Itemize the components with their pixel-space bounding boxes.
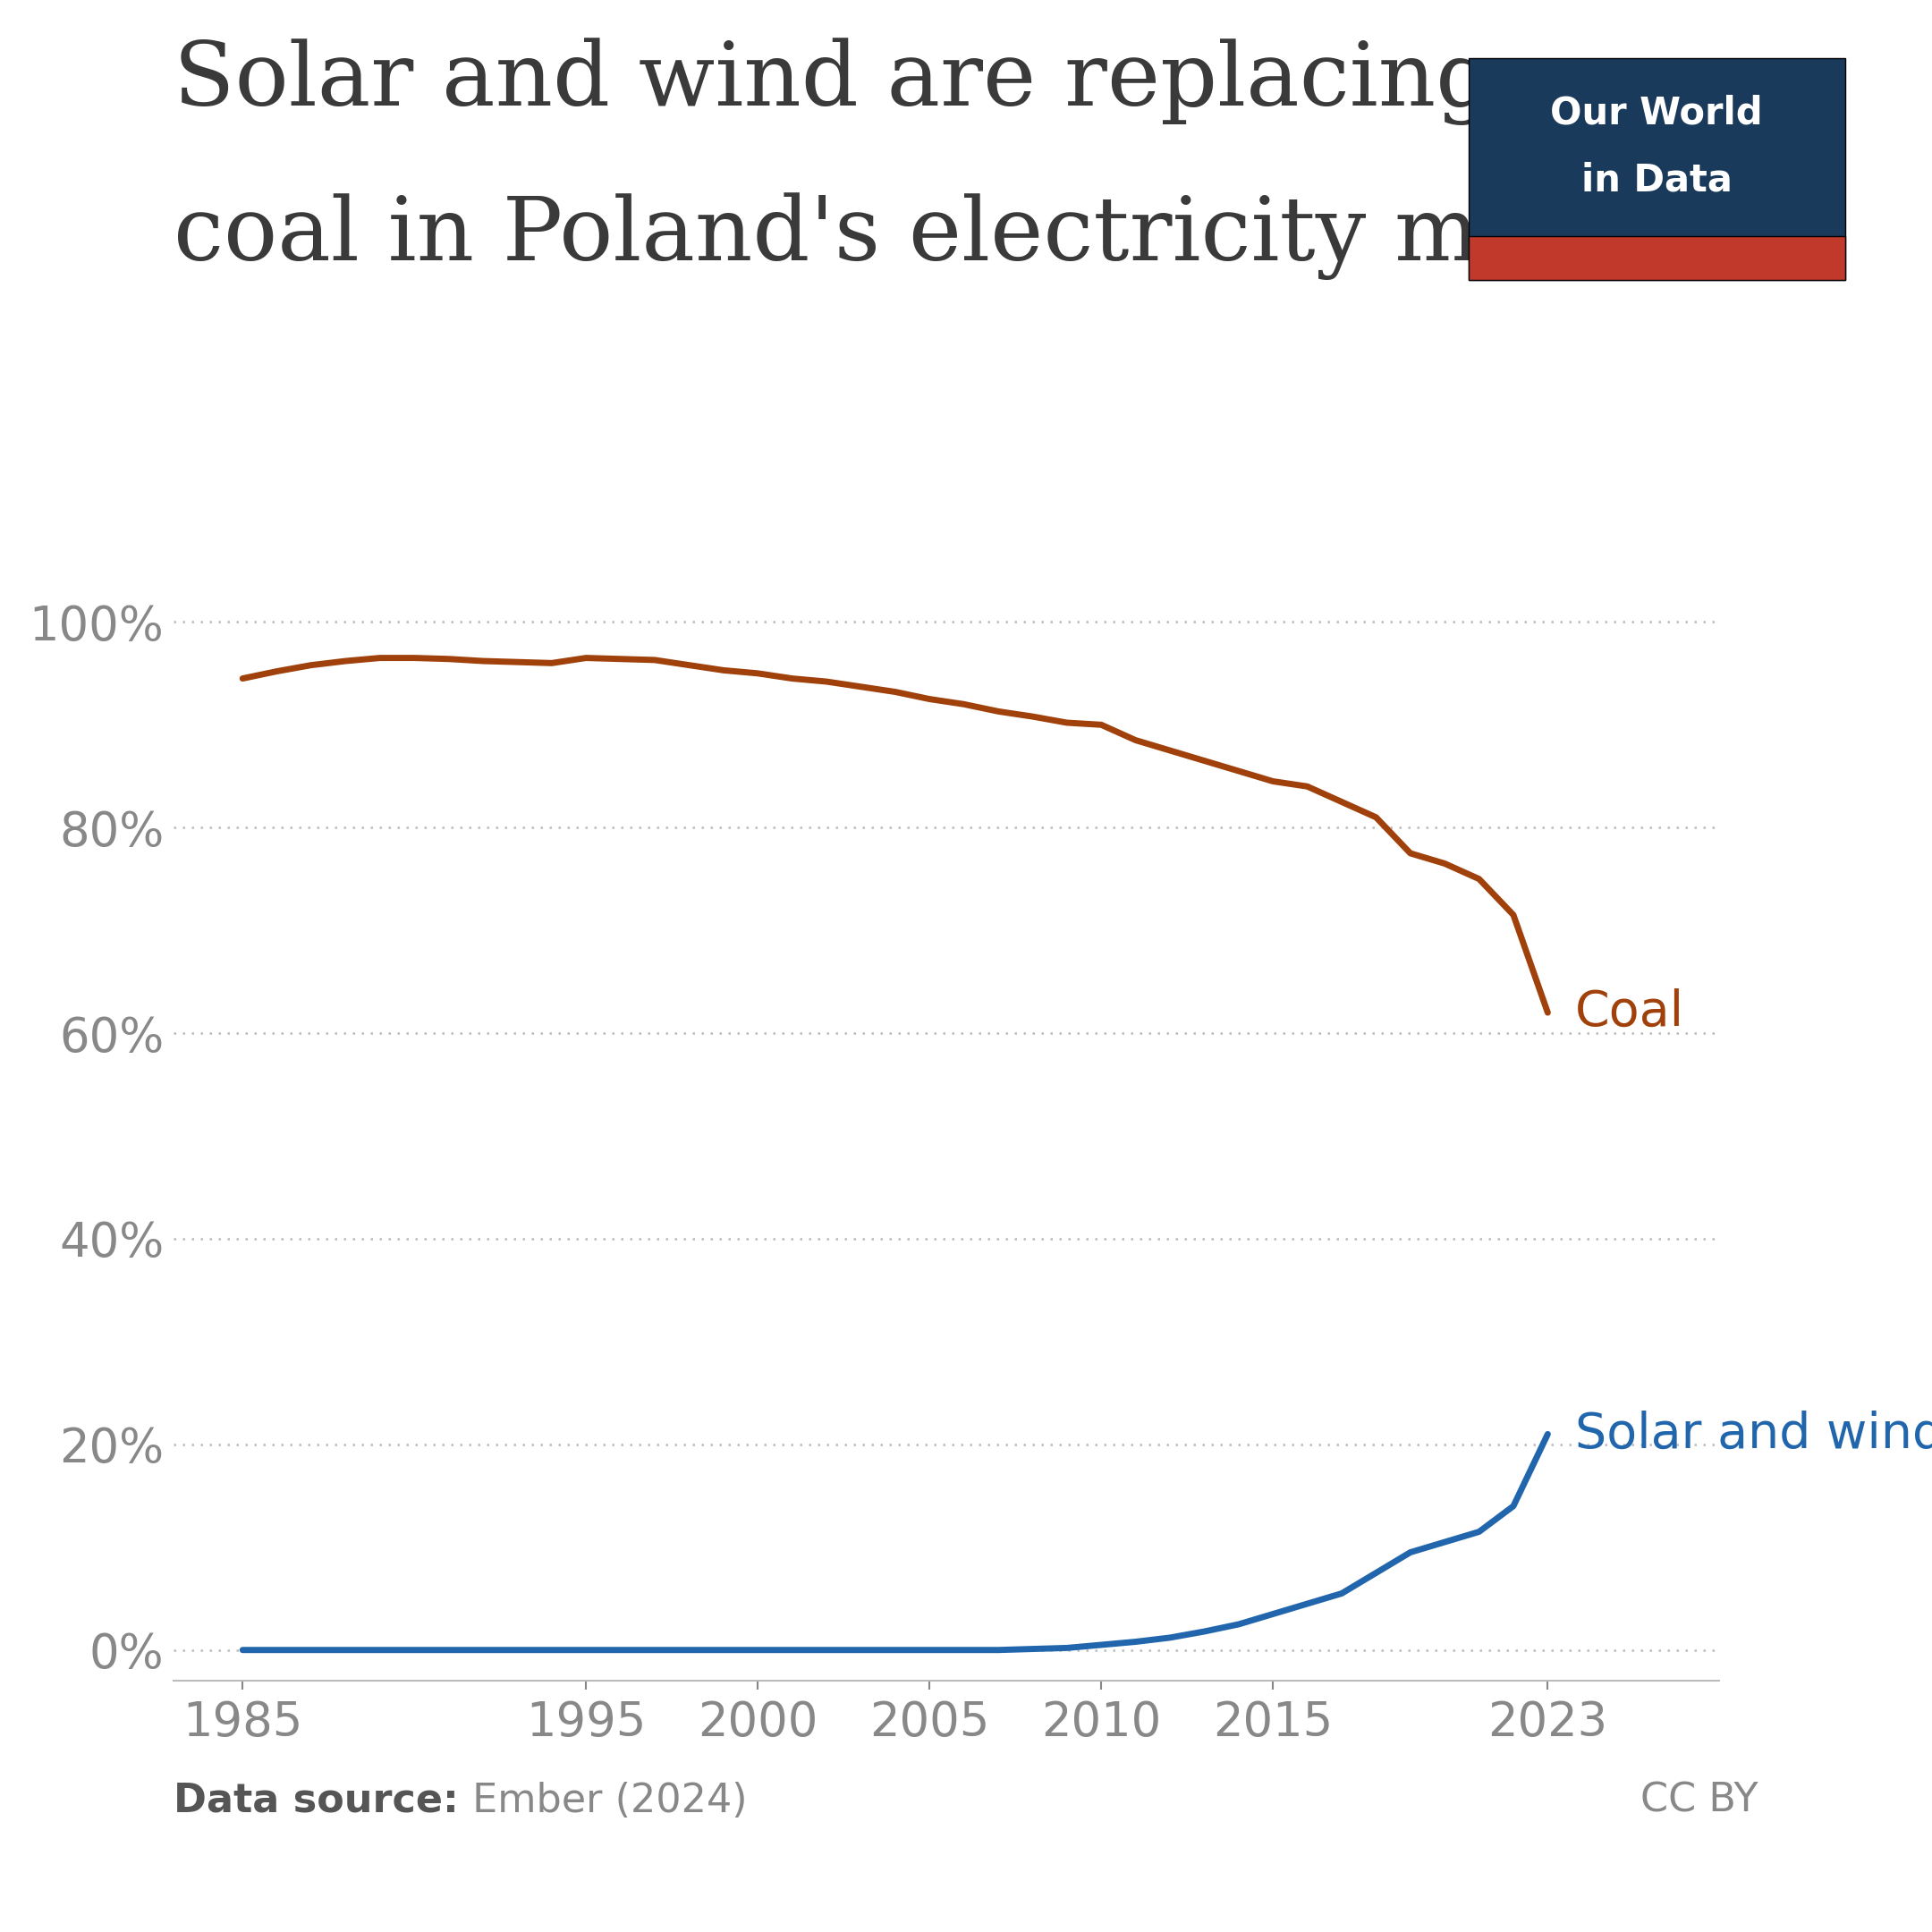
Text: coal in Poland's electricity mix: coal in Poland's electricity mix [174,193,1559,280]
Text: Solar and wind are replacing: Solar and wind are replacing [174,39,1493,126]
Text: Solar and wind: Solar and wind [1575,1410,1932,1459]
Text: Coal: Coal [1575,989,1685,1037]
Text: in Data: in Data [1580,162,1733,199]
Text: CC BY: CC BY [1640,1781,1758,1820]
Text: Ember (2024): Ember (2024) [460,1781,748,1820]
Text: Data source:: Data source: [174,1781,460,1820]
Text: Our World: Our World [1549,95,1764,131]
